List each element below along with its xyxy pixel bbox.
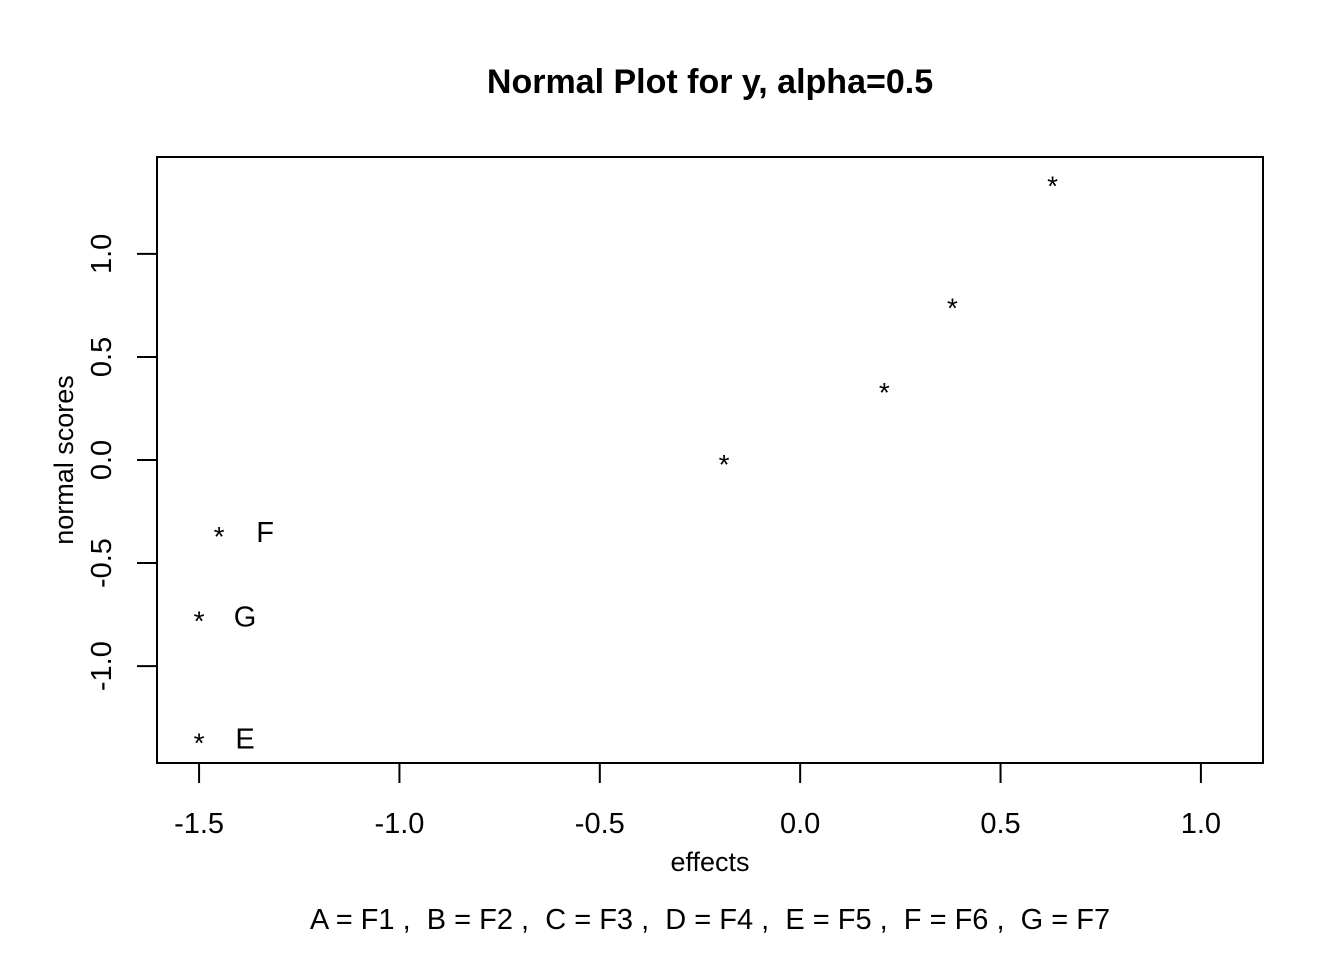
data-point: * bbox=[879, 377, 890, 408]
x-tick-label: -0.5 bbox=[575, 808, 625, 840]
x-axis-label: effects bbox=[670, 847, 749, 877]
point-label: E bbox=[235, 723, 254, 755]
y-tick-label: 0.5 bbox=[86, 337, 118, 377]
plot-area-frame bbox=[156, 156, 1264, 764]
y-tick-label: 1.0 bbox=[86, 234, 118, 274]
data-point: * bbox=[214, 521, 225, 552]
data-point: * bbox=[1047, 171, 1058, 202]
data-point: * bbox=[194, 727, 205, 758]
x-tick-label: -1.5 bbox=[174, 808, 224, 840]
y-tick-label: 0.0 bbox=[86, 440, 118, 480]
x-tick-label: 0.0 bbox=[780, 808, 820, 840]
y-axis: -1.0 -0.5 0.0 0.5 1.0 bbox=[86, 234, 158, 691]
data-point: * bbox=[947, 292, 958, 323]
y-axis-label: normal scores bbox=[49, 375, 79, 545]
y-tick-label: -0.5 bbox=[86, 538, 118, 588]
data-point: * bbox=[719, 449, 730, 480]
x-tick-label: -1.0 bbox=[374, 808, 424, 840]
chart-title: Normal Plot for y, alpha=0.5 bbox=[487, 63, 933, 101]
y-tick-label: -1.0 bbox=[86, 641, 118, 691]
point-label: F bbox=[256, 517, 274, 549]
data-point: * bbox=[194, 606, 205, 637]
x-tick-label: 1.0 bbox=[1181, 808, 1221, 840]
data-points: * E * G * F * * * * bbox=[194, 171, 1059, 759]
factor-legend: A = F1 , B = F2 , C = F3 , D = F4 , E = … bbox=[310, 904, 1110, 936]
x-axis: -1.5 -1.0 -0.5 0.0 0.5 1.0 bbox=[174, 762, 1221, 840]
x-tick-label: 0.5 bbox=[980, 808, 1020, 840]
point-label: G bbox=[234, 602, 257, 634]
